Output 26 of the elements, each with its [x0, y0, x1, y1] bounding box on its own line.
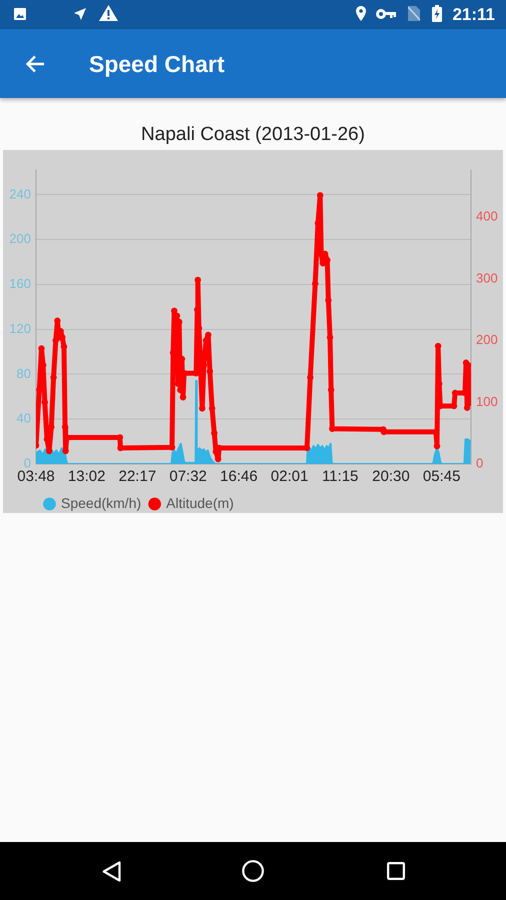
y-tick-label: 240: [9, 186, 31, 202]
x-tick-label: 02:01: [270, 468, 308, 486]
x-tick-label: 13:02: [68, 468, 106, 486]
y2-tick-label: 300: [476, 270, 498, 286]
x-tick-label: 07:32: [169, 468, 207, 486]
y-tick-label: 80: [16, 366, 31, 381]
y2-tick-label: 200: [476, 332, 498, 348]
y2-tick-label: 0: [476, 456, 484, 471]
y-tick-label: 0: [24, 456, 31, 471]
y-tick-label: 40: [16, 410, 31, 426]
x-tick-label: 11:15: [322, 468, 358, 486]
legend-label: Altitude(m): [166, 494, 234, 511]
text: 21:11: [452, 5, 495, 24]
x-tick-label: 20:30: [372, 468, 410, 486]
x-tick-label: 03:48: [17, 468, 55, 486]
y2-tick-label: 400: [476, 208, 498, 224]
y2-tick-label: 100: [476, 394, 498, 409]
legend-label: Speed(km/h): [61, 494, 142, 511]
x-tick-label: 16:46: [220, 468, 258, 486]
x-tick-label: 22:17: [118, 468, 156, 486]
y-tick-label: 200: [9, 231, 31, 246]
x-tick-label: 05:45: [422, 468, 460, 486]
y-tick-label: 120: [9, 320, 31, 336]
chart-subtitle: Napali Coast (2013-01-26): [140, 124, 366, 146]
chart-title: Speed Chart: [89, 51, 224, 77]
y-tick-label: 160: [9, 276, 31, 292]
